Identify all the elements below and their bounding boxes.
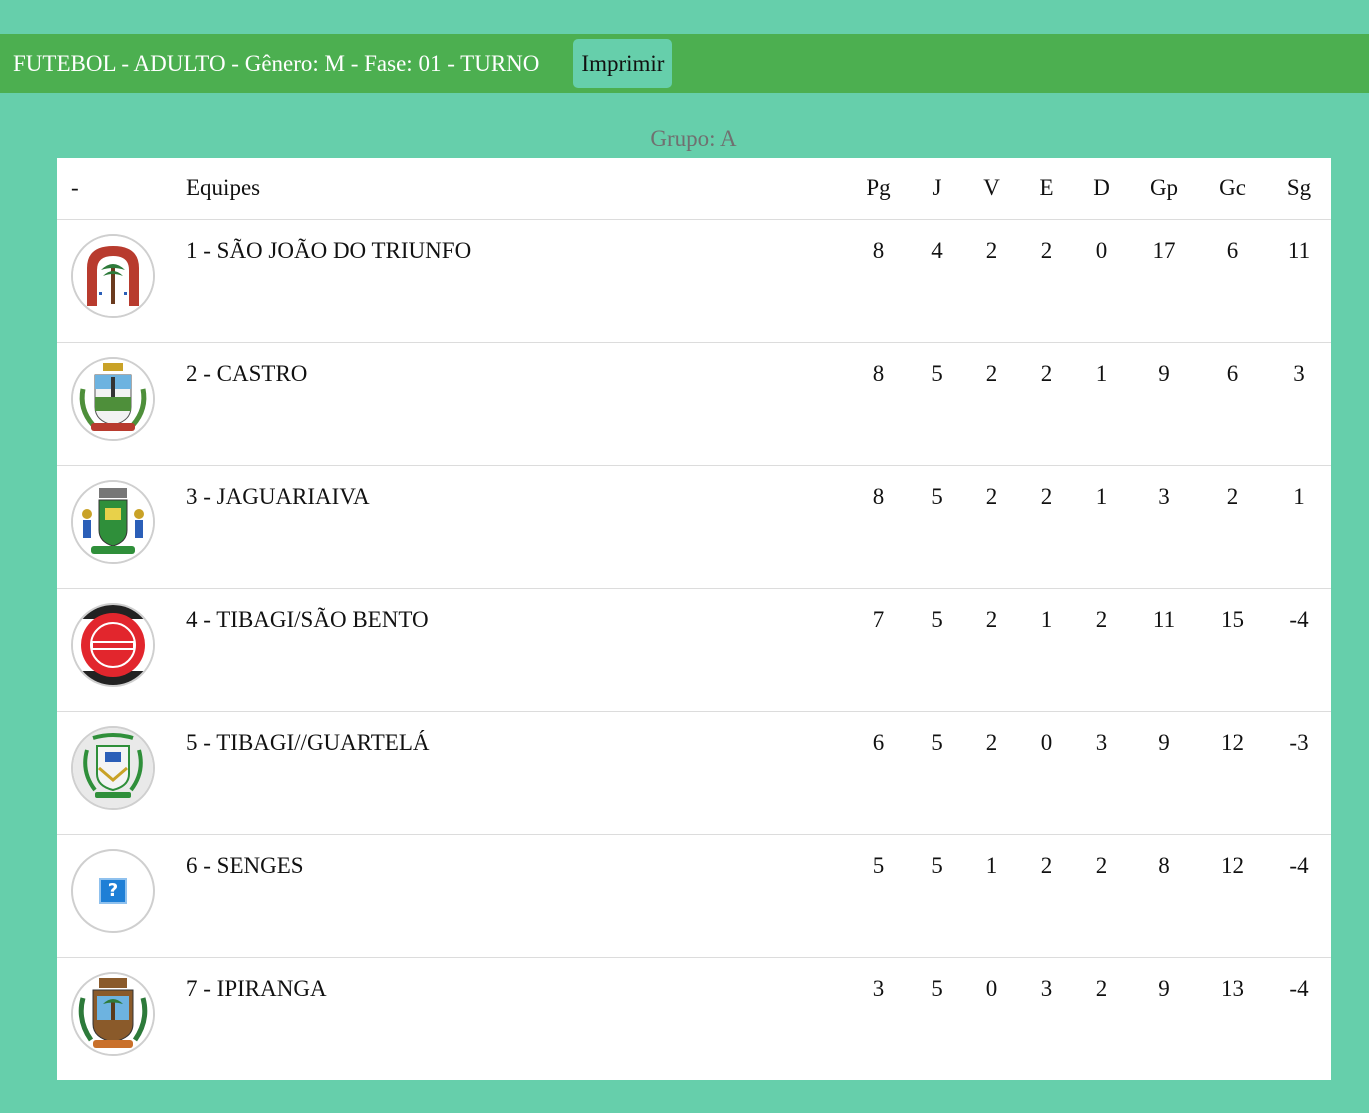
wins-cell: 2 bbox=[963, 710, 1020, 834]
points-cell: 8 bbox=[872, 237, 885, 263]
sao-bento-fc-badge-icon bbox=[71, 602, 155, 687]
goals-for-cell: 9 bbox=[1130, 956, 1198, 1080]
points-cell: 7 bbox=[846, 587, 911, 711]
standings-table: - Equipes Pg J V E D Gp Gc Sg bbox=[57, 158, 1331, 1080]
goals-for-cell: 11 bbox=[1130, 587, 1198, 711]
losses-cell: 3 bbox=[1073, 710, 1130, 834]
table-row: 7 - IPIRANGA 3 5 0 3 2 9 13 -4 bbox=[57, 956, 1331, 1080]
losses-cell: 1 bbox=[1073, 341, 1130, 465]
goal-difference-cell: -3 bbox=[1267, 710, 1331, 834]
wins-cell: 2 bbox=[963, 341, 1020, 465]
col-header-goal-difference: Sg bbox=[1267, 158, 1331, 220]
goals-against-cell: 15 bbox=[1198, 587, 1267, 711]
team-name: 4 - TIBAGI/SÃO BENTO bbox=[186, 587, 846, 711]
team-name: 1 - SÃO JOÃO DO TRIUNFO bbox=[186, 237, 472, 263]
points-cell: 5 bbox=[846, 833, 911, 957]
goals-against-cell: 13 bbox=[1198, 956, 1267, 1080]
goals-against-cell: 6 bbox=[1226, 237, 1239, 263]
table-row: 2 - CASTRO 8 5 2 2 1 9 6 3 bbox=[57, 341, 1331, 465]
games-cell: 5 bbox=[911, 587, 963, 711]
goals-against-cell: 2 bbox=[1198, 464, 1267, 588]
goal-difference-cell: 3 bbox=[1267, 341, 1331, 465]
draws-cell: 2 bbox=[1020, 833, 1073, 957]
table-row: 1 - SÃO JOÃO DO TRIUNFO 8 4 2 2 0 17 6 1… bbox=[57, 219, 1331, 342]
print-button[interactable]: Imprimir bbox=[573, 39, 673, 88]
top-bar: FUTEBOL - ADULTO - Gênero: M - Fase: 01 … bbox=[0, 34, 1369, 93]
draws-cell: 0 bbox=[1020, 710, 1073, 834]
draws-cell: 2 bbox=[1020, 464, 1073, 588]
losses-cell: 2 bbox=[1073, 587, 1130, 711]
losses-cell: 2 bbox=[1073, 833, 1130, 957]
points-cell: 6 bbox=[846, 710, 911, 834]
col-header-goals-against: Gc bbox=[1198, 158, 1267, 220]
team-name: 2 - CASTRO bbox=[186, 341, 846, 465]
table-row: 4 - TIBAGI/SÃO BENTO 7 5 2 1 2 11 15 -4 bbox=[57, 587, 1331, 711]
points-cell: 3 bbox=[846, 956, 911, 1080]
losses-cell: 1 bbox=[1073, 464, 1130, 588]
points-cell: 8 bbox=[846, 464, 911, 588]
games-cell: 5 bbox=[911, 833, 963, 957]
goals-for-cell: 3 bbox=[1130, 464, 1198, 588]
team-name: 6 - SENGES bbox=[186, 833, 846, 957]
team-name: 7 - IPIRANGA bbox=[186, 956, 846, 1080]
draws-cell: 2 bbox=[1020, 341, 1073, 465]
col-header-points: Pg bbox=[846, 158, 911, 220]
draws-cell: 1 bbox=[1020, 587, 1073, 711]
goals-against-cell: 12 bbox=[1198, 833, 1267, 957]
goals-for-cell: 17 bbox=[1152, 237, 1176, 263]
wins-cell: 0 bbox=[963, 956, 1020, 1080]
team-name: 5 - TIBAGI//GUARTELÁ bbox=[186, 710, 846, 834]
goals-for-cell: 9 bbox=[1130, 710, 1198, 834]
standings-table-container: - Equipes Pg J V E D Gp Gc Sg bbox=[57, 158, 1331, 1080]
goals-for-cell: 9 bbox=[1130, 341, 1198, 465]
table-header-row: - Equipes Pg J V E D Gp Gc Sg bbox=[57, 158, 1331, 220]
col-header-logo: - bbox=[57, 158, 186, 220]
group-title: Grupo: A bbox=[650, 126, 737, 151]
col-header-goals-for: Gp bbox=[1130, 158, 1198, 220]
games-cell: 4 bbox=[931, 237, 943, 263]
wins-cell: 2 bbox=[963, 587, 1020, 711]
goals-for-cell: 8 bbox=[1130, 833, 1198, 957]
losses-cell: 2 bbox=[1073, 956, 1130, 1080]
team-name: 3 - JAGUARIAIVA bbox=[186, 464, 846, 588]
points-cell: 8 bbox=[846, 341, 911, 465]
losses-cell: 0 bbox=[1095, 237, 1108, 263]
wins-cell: 2 bbox=[985, 237, 998, 263]
table-row: ? 6 - SENGES 5 5 1 2 2 8 12 -4 bbox=[57, 833, 1331, 957]
games-cell: 5 bbox=[911, 956, 963, 1080]
games-cell: 5 bbox=[911, 341, 963, 465]
tibagi-crest-icon bbox=[71, 725, 155, 810]
goal-difference-cell: 1 bbox=[1267, 464, 1331, 588]
table-row: 3 - JAGUARIAIVA 8 5 2 2 1 3 2 1 bbox=[57, 464, 1331, 588]
games-cell: 5 bbox=[911, 464, 963, 588]
castro-crest-icon bbox=[71, 356, 155, 441]
wins-cell: 2 bbox=[963, 464, 1020, 588]
draws-cell: 3 bbox=[1020, 956, 1073, 1080]
goal-difference-cell: -4 bbox=[1267, 833, 1331, 957]
jaguariaiva-crest-icon bbox=[71, 479, 155, 564]
col-header-losses: D bbox=[1073, 158, 1130, 220]
draws-cell: 2 bbox=[1040, 237, 1053, 263]
goal-difference-cell: 11 bbox=[1287, 237, 1311, 263]
goal-difference-cell: -4 bbox=[1267, 956, 1331, 1080]
wins-cell: 1 bbox=[963, 833, 1020, 957]
sao-joao-do-triunfo-crest-icon bbox=[71, 233, 155, 318]
goals-against-cell: 12 bbox=[1198, 710, 1267, 834]
col-header-teams: Equipes bbox=[186, 158, 846, 220]
col-header-wins: V bbox=[963, 158, 1020, 220]
games-cell: 5 bbox=[911, 710, 963, 834]
goals-against-cell: 6 bbox=[1198, 341, 1267, 465]
ipiranga-crest-icon bbox=[71, 971, 155, 1056]
missing-image-icon: ? bbox=[99, 877, 127, 904]
col-header-games: J bbox=[911, 158, 963, 220]
table-row: 5 - TIBAGI//GUARTELÁ 6 5 2 0 3 9 12 -3 bbox=[57, 710, 1331, 834]
competition-title: FUTEBOL - ADULTO - Gênero: M - Fase: 01 … bbox=[13, 50, 540, 76]
team-logo-placeholder: ? bbox=[71, 848, 155, 933]
goal-difference-cell: -4 bbox=[1267, 587, 1331, 711]
col-header-draws: E bbox=[1020, 158, 1073, 220]
